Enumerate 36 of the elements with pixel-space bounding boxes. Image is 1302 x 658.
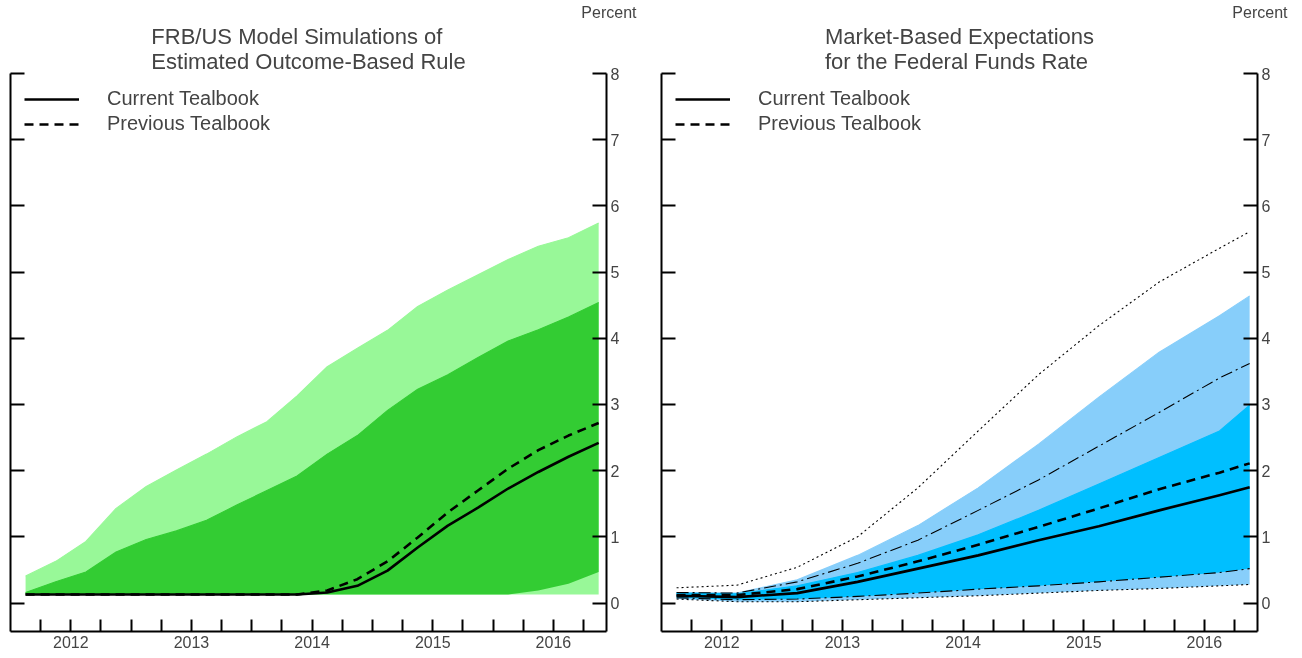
x-tick-label: 2012 <box>704 633 740 651</box>
y-tick-label: 6 <box>610 197 620 215</box>
y-tick-label: 2 <box>1261 462 1271 480</box>
y-tick-label: 6 <box>1261 197 1271 215</box>
legend-label: Current Tealbook <box>758 87 910 110</box>
y-tick-label: 8 <box>1261 65 1271 83</box>
legend-label: Previous Tealbook <box>107 112 271 135</box>
y-tick-label: 5 <box>610 264 620 282</box>
y-tick-label: 3 <box>1261 396 1271 414</box>
x-tick-label: 2014 <box>294 633 331 651</box>
y-axis-title: Percent <box>581 3 638 21</box>
legend-label: Previous Tealbook <box>758 112 922 135</box>
x-tick-label: 2016 <box>535 633 572 651</box>
x-tick-label: 2015 <box>1065 633 1102 651</box>
chart-title: Market-Based Expectations for the Federal Funds Rate <box>824 23 1095 74</box>
y-tick-label: 5 <box>1261 264 1271 282</box>
x-tick-label: 2016 <box>1186 633 1223 651</box>
x-tick-label: 2015 <box>414 633 451 651</box>
y-tick-label: 0 <box>1261 595 1271 613</box>
x-tick-label: 2013 <box>824 633 861 651</box>
y-tick-label: 1 <box>610 528 620 546</box>
y-tick-label: 2 <box>610 462 620 480</box>
x-tick-label: 2013 <box>173 633 210 651</box>
y-tick-label: 3 <box>610 396 620 414</box>
chart-title: FRB/US Model Simulations of Estimated Outcome-Based Rule <box>151 23 466 74</box>
y-tick-label: 8 <box>610 65 620 83</box>
y-tick-label: 4 <box>1261 330 1271 348</box>
legend-label: Current Tealbook <box>107 87 259 110</box>
y-tick-label: 0 <box>610 595 620 613</box>
y-tick-label: 1 <box>1261 528 1271 546</box>
x-tick-label: 2014 <box>945 633 982 651</box>
x-tick-label: 2012 <box>53 633 89 651</box>
y-tick-label: 7 <box>610 131 620 149</box>
y-tick-label: 7 <box>1261 131 1271 149</box>
y-tick-label: 4 <box>610 330 620 348</box>
y-axis-title: Percent <box>1232 3 1289 21</box>
